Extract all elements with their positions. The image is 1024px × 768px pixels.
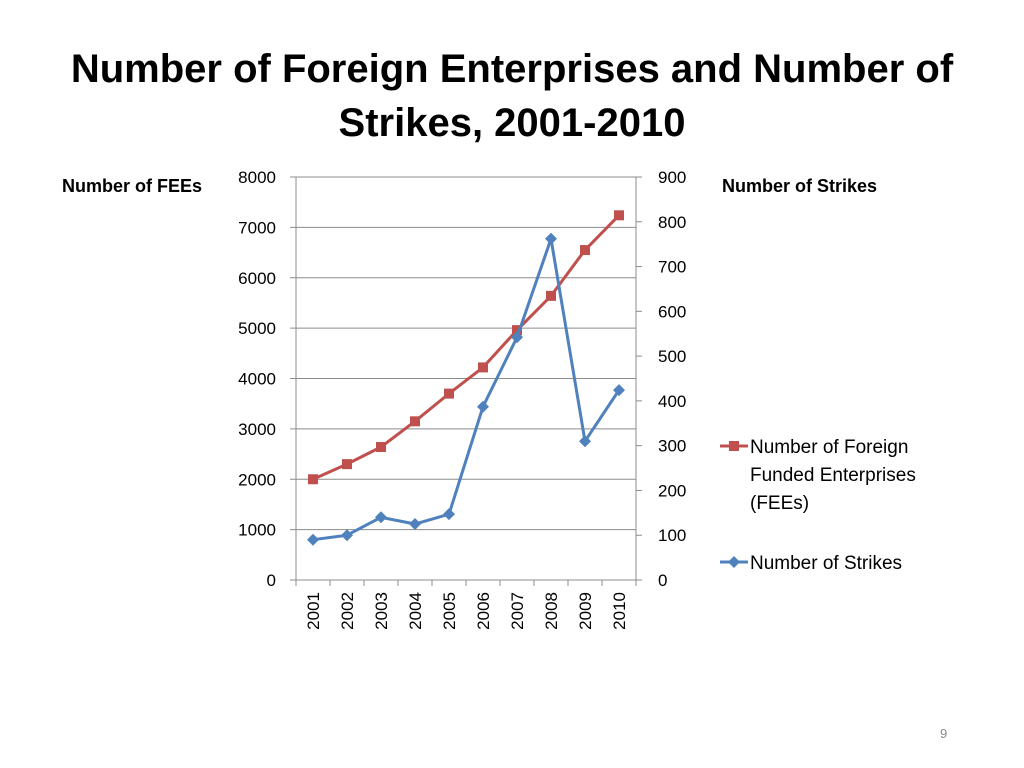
right-axis-tick-label: 700	[658, 258, 686, 277]
left-axis-tick-label: 5000	[238, 319, 276, 338]
strikes-point	[545, 232, 557, 245]
x-axis-tick-label: 2007	[508, 592, 527, 630]
left-axis-tick-label: 2000	[238, 470, 276, 489]
right-axis-tick-label: 100	[658, 526, 686, 545]
right-axis-tick-label: 900	[658, 168, 686, 187]
strikes-point	[613, 384, 625, 397]
strikes-point	[375, 511, 387, 524]
fees-point	[410, 416, 420, 427]
page-number: 9	[940, 726, 948, 741]
fees-point	[512, 325, 522, 336]
strikes-legend-marker	[728, 556, 740, 568]
right-axis-tick-label: 0	[658, 571, 667, 590]
x-axis-tick-label: 2010	[610, 592, 629, 630]
fees-point	[614, 210, 624, 221]
x-axis-tick-label: 2008	[542, 592, 561, 630]
strikes-point	[511, 331, 523, 344]
fees-point	[342, 459, 352, 470]
fees-point	[376, 442, 386, 453]
strikes-point	[341, 529, 353, 542]
fees-point	[478, 362, 488, 373]
fees-legend-label: (FEEs)	[750, 493, 809, 514]
slide-title-line-2: Strikes, 2001-2010	[338, 101, 686, 145]
left-axis-tick-label: 8000	[238, 168, 276, 187]
fees-series-line	[312, 214, 621, 481]
left-axis-tick-label: 1000	[238, 521, 276, 540]
left-axis-tick-label: 6000	[238, 269, 276, 288]
fees-point	[580, 245, 590, 256]
fees-legend-label: Number of Foreign	[750, 437, 908, 458]
strikes-point	[307, 533, 319, 546]
fees-point	[444, 388, 454, 399]
x-axis-tick-label: 2009	[576, 592, 595, 630]
strikes-point	[477, 400, 489, 413]
left-axis-title: Number of FEEs	[62, 176, 203, 196]
x-axis-tick-label: 2003	[372, 592, 391, 630]
left-axis-tick-label: 7000	[238, 218, 276, 237]
right-axis-tick-label: 300	[658, 437, 686, 456]
strikes-legend-label: Number of Strikes	[750, 553, 902, 574]
x-axis-tick-label: 2001	[304, 592, 323, 630]
x-axis-tick-label: 2004	[406, 592, 425, 630]
right-axis-tick-label: 800	[658, 213, 686, 232]
strikes-point	[579, 435, 591, 448]
left-axis-tick-label: 0	[267, 571, 276, 590]
strikes-point	[443, 508, 455, 521]
left-axis-tick-label: 4000	[238, 370, 276, 389]
x-axis-tick-label: 2005	[440, 592, 459, 630]
slide-title-line-1: Number of Foreign Enterprises and Number…	[70, 47, 954, 91]
right-axis-tick-label: 600	[658, 302, 686, 321]
right-axis-tick-label: 400	[658, 392, 686, 411]
right-axis-title: Number of Strikes	[722, 176, 878, 196]
strikes-point	[409, 518, 421, 531]
x-axis-tick-label: 2006	[474, 592, 493, 630]
strikes-series-line	[312, 237, 621, 542]
left-axis-tick-label: 3000	[238, 420, 276, 439]
fees-legend-label: Funded Enterprises	[750, 465, 916, 486]
x-axis-tick-label: 2002	[338, 592, 357, 630]
fees-point	[546, 290, 556, 301]
fees-legend-marker	[729, 441, 739, 451]
fees-point	[308, 474, 318, 485]
right-axis-tick-label: 200	[658, 481, 686, 500]
slide-title: Number of Foreign Enterprises and Number…	[40, 42, 984, 150]
right-axis-tick-label: 500	[658, 347, 686, 366]
